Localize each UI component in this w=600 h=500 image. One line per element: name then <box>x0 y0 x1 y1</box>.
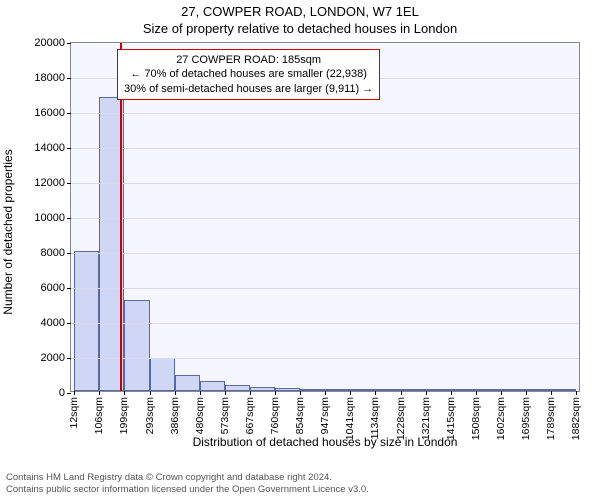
x-tick-label: 1508sqm <box>470 397 482 440</box>
x-tick <box>576 391 577 395</box>
x-tick <box>401 391 402 395</box>
x-tick <box>300 391 301 395</box>
gridline <box>71 358 579 359</box>
y-tick-label: 12000 <box>34 177 71 189</box>
x-tick <box>451 391 452 395</box>
x-tick-label: 1228sqm <box>395 397 407 440</box>
histogram-bar <box>250 387 275 391</box>
histogram-bar <box>175 375 200 391</box>
y-tick-label: 18000 <box>34 72 71 84</box>
histogram-bar <box>350 389 375 391</box>
histogram-bar <box>451 389 476 391</box>
histogram-bar <box>426 389 451 391</box>
x-tick-label: 947sqm <box>319 397 331 434</box>
x-tick-label: 1882sqm <box>570 397 582 440</box>
callout-line: 30% of semi-detached houses are larger (… <box>124 82 373 96</box>
gridline <box>71 148 579 149</box>
x-tick-label: 1789sqm <box>545 397 557 440</box>
x-tick-label: 1695sqm <box>520 397 532 440</box>
x-tick <box>99 391 100 395</box>
x-tick-label: 854sqm <box>294 397 306 434</box>
histogram-bar <box>551 389 576 391</box>
histogram-bar <box>275 388 300 391</box>
x-tick-label: 1041sqm <box>344 397 356 440</box>
x-axis-label: Distribution of detached houses by size … <box>193 435 458 449</box>
x-tick-label: 480sqm <box>194 397 206 434</box>
plot-area: Distribution of detached houses by size … <box>70 42 580 392</box>
title-block: 27, COWPER ROAD, LONDON, W7 1EL Size of … <box>0 0 600 36</box>
y-tick-label: 16000 <box>34 107 71 119</box>
gridline <box>71 288 579 289</box>
histogram-bar <box>401 389 426 391</box>
histogram-bar <box>200 381 225 391</box>
x-tick <box>325 391 326 395</box>
y-tick-label: 14000 <box>34 142 71 154</box>
x-tick <box>74 391 75 395</box>
x-tick <box>175 391 176 395</box>
x-tick-label: 573sqm <box>219 397 231 434</box>
x-tick <box>250 391 251 395</box>
y-tick-label: 2000 <box>41 352 71 364</box>
callout-box: 27 COWPER ROAD: 185sqm← 70% of detached … <box>117 49 380 100</box>
histogram-bar <box>501 389 526 391</box>
x-tick-label: 386sqm <box>169 397 181 434</box>
x-tick <box>200 391 201 395</box>
histogram-bar <box>526 389 551 391</box>
x-tick-label: 1134sqm <box>369 397 381 439</box>
x-tick-label: 106sqm <box>93 397 105 434</box>
x-tick <box>350 391 351 395</box>
histogram-bar <box>150 358 175 391</box>
histogram-bar <box>124 300 149 391</box>
x-tick <box>225 391 226 395</box>
page-subtitle: Size of property relative to detached ho… <box>0 21 600 36</box>
x-tick <box>526 391 527 395</box>
x-tick <box>426 391 427 395</box>
x-tick-label: 12sqm <box>68 397 80 429</box>
y-tick-label: 20000 <box>34 37 71 49</box>
y-tick-label: 4000 <box>41 317 71 329</box>
x-tick-label: 199sqm <box>118 397 130 434</box>
y-tick-label: 8000 <box>41 247 71 259</box>
x-tick-label: 1415sqm <box>445 397 457 440</box>
footer-line-1: Contains HM Land Registry data © Crown c… <box>6 472 369 484</box>
histogram-bar <box>476 389 501 391</box>
histogram-bar <box>74 251 99 391</box>
x-tick <box>275 391 276 395</box>
callout-line: ← 70% of detached houses are smaller (22… <box>124 67 373 81</box>
gridline <box>71 218 579 219</box>
x-tick-label: 1602sqm <box>495 397 507 440</box>
y-tick-label: 10000 <box>34 212 71 224</box>
x-tick-label: 667sqm <box>244 397 256 434</box>
histogram-bar <box>225 385 250 391</box>
gridline <box>71 113 579 114</box>
gridline <box>71 253 579 254</box>
y-tick-label: 6000 <box>41 282 71 294</box>
x-tick <box>124 391 125 395</box>
x-tick <box>375 391 376 395</box>
x-tick-label: 293sqm <box>144 397 156 434</box>
gridline <box>71 323 579 324</box>
x-tick <box>476 391 477 395</box>
histogram-bar <box>325 389 350 391</box>
gridline <box>71 183 579 184</box>
x-tick <box>551 391 552 395</box>
x-tick <box>150 391 151 395</box>
page-title: 27, COWPER ROAD, LONDON, W7 1EL <box>0 4 600 19</box>
x-tick-label: 1321sqm <box>420 397 432 440</box>
footer-line-2: Contains public sector information licen… <box>6 484 369 496</box>
x-tick-label: 760sqm <box>269 397 281 434</box>
x-tick <box>501 391 502 395</box>
chart: Number of detached properties Distributi… <box>46 42 580 422</box>
attribution-footer: Contains HM Land Registry data © Crown c… <box>6 472 369 496</box>
callout-line: 27 COWPER ROAD: 185sqm <box>124 53 373 67</box>
histogram-bar <box>300 389 325 391</box>
y-axis-label: Number of detached properties <box>1 149 15 314</box>
histogram-bar <box>375 389 400 391</box>
